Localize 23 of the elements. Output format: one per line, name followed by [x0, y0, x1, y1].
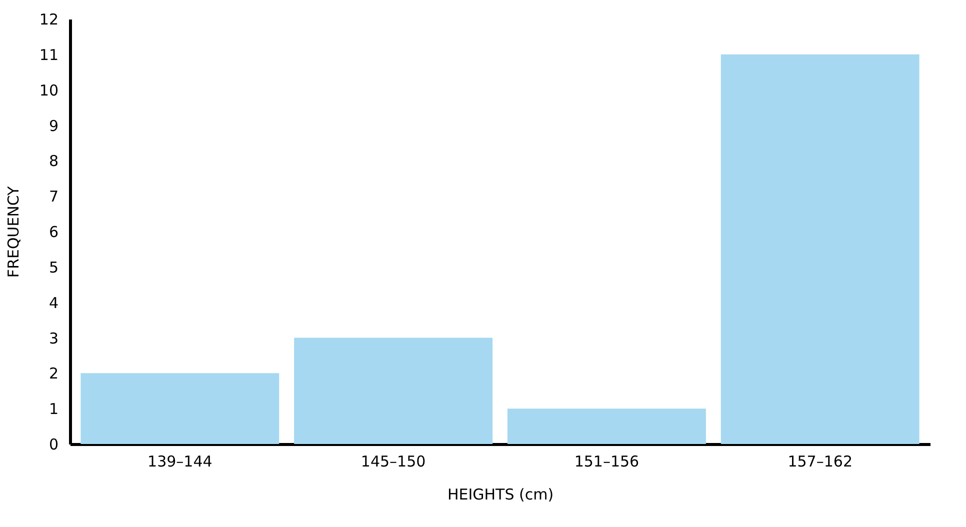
y-tick-label: 11	[39, 46, 58, 64]
bar	[294, 338, 493, 444]
x-tick-label: 157–162	[788, 452, 852, 470]
x-tick-label: 151–156	[574, 452, 640, 470]
y-axis-title: FREQUENCY	[4, 185, 22, 278]
y-tick-label: 9	[48, 116, 58, 135]
y-tick-label: 10	[39, 81, 58, 100]
y-tick-label: 1	[48, 400, 58, 418]
bar	[80, 373, 280, 444]
bar	[720, 54, 920, 444]
y-tick-label: 6	[48, 223, 58, 241]
x-axis-title: HEIGHTS (cm)	[447, 486, 554, 504]
x-tick-label: 145–150	[360, 452, 426, 470]
y-tick-label: 0	[48, 436, 58, 454]
bar	[507, 408, 706, 444]
y-tick-label: 8	[48, 152, 58, 170]
y-tick-label: 3	[48, 329, 58, 348]
y-tick-label: 12	[39, 10, 58, 28]
y-tick-label: 4	[48, 294, 58, 312]
y-tick-label: 7	[48, 188, 58, 206]
y-tick-label: 2	[48, 364, 58, 383]
y-tick-label: 5	[48, 258, 58, 276]
x-tick-label: 139–144	[148, 452, 212, 470]
